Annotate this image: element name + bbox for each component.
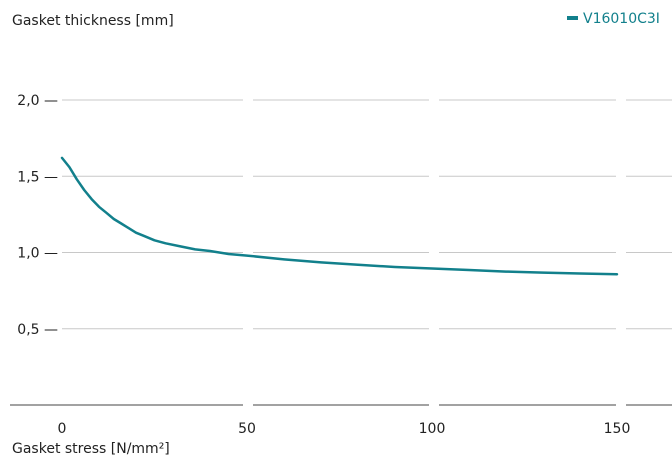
series-line-0: [60, 156, 619, 276]
x-tick-label: 0: [58, 421, 67, 437]
y-axis-title: Gasket thickness [mm]: [12, 13, 174, 29]
legend-swatch-0: [567, 16, 578, 20]
legend-label-0: V16010C3I: [583, 11, 660, 27]
y-tick-label: 1,5 —: [17, 169, 58, 185]
x-axis-title: Gasket stress [N/mm²]: [12, 441, 170, 457]
y-tick-label: 1,0 —: [17, 246, 58, 262]
axis-ticks: 2,0 — 1,5 — 1,0 — 0,5 — 0 50 100 150: [17, 93, 630, 437]
legend: V16010C3I: [567, 11, 660, 27]
x-tick-label: 150: [604, 421, 631, 437]
x-tick-label: 50: [238, 421, 256, 437]
grid-lines: [10, 99, 672, 406]
series-lines: [60, 156, 619, 276]
x-tick-label: 100: [419, 421, 446, 437]
y-tick-label: 2,0 —: [17, 93, 58, 109]
y-tick-label: 0,5 —: [17, 322, 58, 338]
